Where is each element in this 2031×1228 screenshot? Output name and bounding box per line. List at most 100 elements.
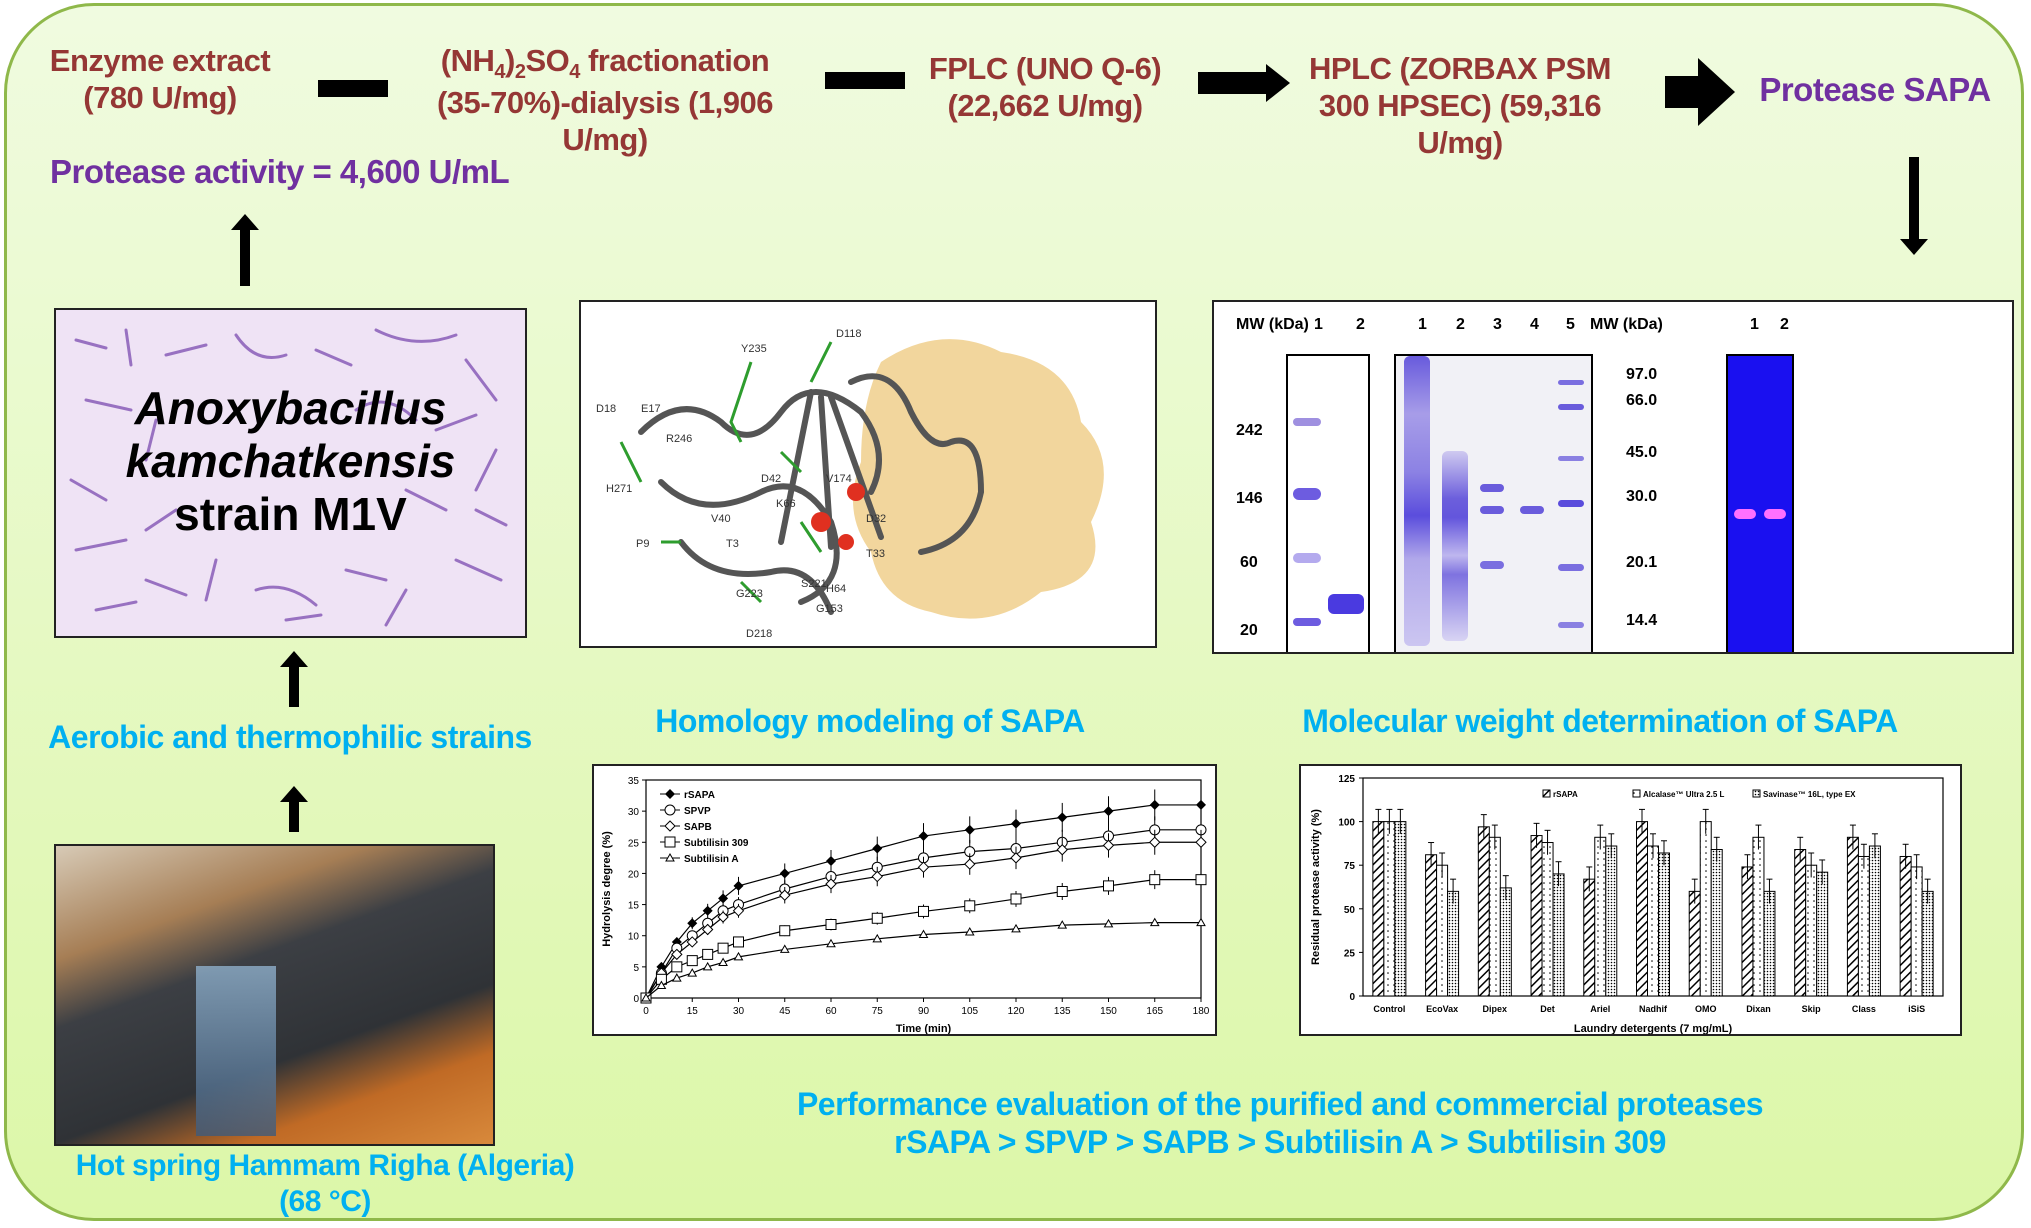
performance-label: Performance evaluation of the purified a… [650, 1085, 1910, 1162]
gel-left-lane-1: 1 [1314, 316, 1323, 333]
gel-mid-lane-5: 5 [1566, 316, 1575, 333]
svg-text:Subtilisin 309: Subtilisin 309 [684, 838, 749, 849]
svg-text:D218: D218 [746, 628, 772, 640]
svg-text:Ariel: Ariel [1590, 1004, 1610, 1014]
svg-text:Laundry detergents (7 mg/mL): Laundry detergents (7 mg/mL) [1574, 1023, 1733, 1035]
zymo-lane-1: 1 [1750, 316, 1759, 333]
svg-text:Skip: Skip [1802, 1004, 1822, 1014]
hot-spring-label: Hot spring Hammam Righa (Algeria) (68 °C… [30, 1148, 620, 1220]
step-ammonium-sulfate-line1: (NH4)2SO4 fractionation [440, 43, 770, 84]
marker-146: 146 [1236, 490, 1263, 507]
hydrolysis-line-chart: 0 5 10 15 20 25 30 35 0 15 30 45 60 75 90 105 120 135 150 1… [592, 764, 1217, 1036]
svg-text:R246: R246 [666, 433, 692, 445]
line-chart-svg: 0 5 10 15 20 25 30 35 0 15 30 45 60 75 90 105 120 135 150 1… [601, 776, 1210, 1035]
sds-page-gel-panel: MW (kDa) 1 2 242 146 60 20 1 2 3 4 5 MW … [1212, 300, 2014, 654]
hot-spring-label-line2: (68 °C) [279, 1185, 371, 1218]
svg-text:H64: H64 [826, 583, 846, 595]
svg-text:35: 35 [628, 776, 640, 787]
marker-66: 66.0 [1626, 392, 1658, 409]
svg-text:Y235: Y235 [741, 343, 767, 355]
connector-2 [825, 72, 905, 89]
step-fplc-line1: FPLC (UNO Q-6) [928, 51, 1162, 86]
svg-text:iSiS: iSiS [1908, 1004, 1925, 1014]
gel-mid-header: MW (kDa) [1590, 316, 1663, 333]
svg-text:75: 75 [872, 1006, 884, 1017]
arrow-up-icon-1 [231, 214, 259, 286]
gel-left-lane-2: 2 [1356, 316, 1365, 333]
svg-text:T33: T33 [866, 548, 885, 560]
protease-activity-label: Protease activity = 4,600 U/mL [50, 153, 510, 190]
connector-1 [318, 80, 388, 97]
protease-sapa-label: Protease SAPA [1759, 71, 1991, 108]
svg-text:S221: S221 [801, 578, 827, 590]
gel-mid-lane-2: 2 [1456, 316, 1465, 333]
step-fplc-line2: (22,662 U/mg) [947, 88, 1143, 124]
svg-text:45: 45 [779, 1006, 791, 1017]
svg-text:OMO: OMO [1695, 1004, 1717, 1014]
step-hplc: HPLC (ZORBAX PSM 300 HPSEC) (59,316 U/mg… [1300, 50, 1620, 162]
homology-model-image: Y235 D118 D18 E17 R246 H271 D42 V174 K66 V40 D32 … [579, 300, 1157, 648]
step-ammonium-sulfate-line3: U/mg) [562, 122, 648, 158]
svg-text:75: 75 [1344, 861, 1356, 872]
svg-text:Dixan: Dixan [1746, 1004, 1771, 1014]
svg-text:5: 5 [633, 963, 639, 974]
homology-modeling-label: Homology modeling of SAPA [655, 703, 1085, 739]
svg-text:165: 165 [1146, 1006, 1163, 1017]
svg-text:Nadhif: Nadhif [1639, 1004, 1668, 1014]
svg-text:E17: E17 [641, 403, 661, 415]
svg-text:30: 30 [733, 1006, 745, 1017]
svg-text:Subtilisin A: Subtilisin A [684, 854, 739, 865]
svg-text:K66: K66 [776, 498, 796, 510]
arrow-up-icon-2 [280, 651, 308, 707]
bacteria-rods [69, 328, 508, 627]
microscopy-image: Anoxybacillus kamchatkensis strain M1V [54, 308, 527, 638]
marker-97: 97.0 [1626, 366, 1658, 383]
svg-text:Time (min): Time (min) [896, 1023, 952, 1035]
detergent-bar-chart: 0 25 50 75 100 125 Control EcoVax Dipex Det Ariel N… [1299, 764, 1962, 1036]
svg-text:15: 15 [687, 1006, 699, 1017]
marker-45: 45.0 [1626, 444, 1658, 461]
marker-20: 20 [1240, 622, 1258, 639]
svg-text:125: 125 [1338, 774, 1355, 785]
gel-left-header: MW (kDa) [1236, 316, 1309, 333]
svg-text:EcoVax: EcoVax [1426, 1004, 1458, 1014]
aerobic-strains-label: Aerobic and thermophilic strains [48, 719, 532, 755]
svg-text:30: 30 [628, 807, 640, 818]
gel-left [1286, 354, 1370, 652]
mw-determination-label: Molecular weight determination of SAPA [1302, 703, 1898, 739]
svg-text:rSAPA: rSAPA [1553, 790, 1578, 799]
svg-text:D42: D42 [761, 473, 781, 485]
arrow-down-icon [1900, 157, 1928, 255]
svg-text:Savinase™ 16L, type EX: Savinase™ 16L, type EX [1763, 790, 1856, 799]
svg-text:D118: D118 [836, 328, 861, 340]
svg-text:Residual protease activity (%): Residual protease activity (%) [1310, 809, 1322, 965]
waterfall [196, 966, 276, 1136]
svg-text:D32: D32 [866, 513, 886, 525]
step-hplc-line2: 300 HPSEC) (59,316 [1318, 88, 1602, 124]
svg-text:Class: Class [1852, 1004, 1876, 1014]
performance-line1: Performance evaluation of the purified a… [796, 1086, 1764, 1122]
svg-text:105: 105 [961, 1006, 978, 1017]
svg-text:25: 25 [628, 838, 640, 849]
svg-text:20: 20 [628, 869, 640, 880]
performance-line2: rSAPA > SPVP > SAPB > Subtilisin A > Sub… [894, 1124, 1666, 1161]
hot-spring-label-line1: Hot spring Hammam Righa (Algeria) [75, 1149, 575, 1182]
svg-text:0: 0 [643, 1006, 649, 1017]
step-enzyme-extract: Enzyme extract (780 U/mg) [30, 42, 290, 116]
step-enzyme-extract-line2: (780 U/mg) [83, 80, 237, 116]
svg-text:V40: V40 [711, 513, 731, 525]
svg-text:10: 10 [628, 932, 640, 943]
svg-text:SPVP: SPVP [684, 806, 711, 817]
svg-text:Hydrolysis degree (%): Hydrolysis degree (%) [601, 831, 613, 947]
svg-text:100: 100 [1338, 818, 1355, 829]
step-hplc-line3: U/mg) [1417, 125, 1503, 161]
svg-text:P9: P9 [636, 538, 649, 550]
svg-text:150: 150 [1100, 1006, 1117, 1017]
svg-text:120: 120 [1008, 1006, 1025, 1017]
hot-spring-photo [54, 844, 495, 1146]
svg-text:G153: G153 [816, 603, 843, 615]
svg-text:15: 15 [628, 901, 640, 912]
step-ammonium-sulfate-line2: (35-70%)-dialysis (1,906 [436, 85, 774, 121]
svg-text:T3: T3 [726, 538, 739, 550]
marker-20-1: 20.1 [1626, 554, 1658, 571]
